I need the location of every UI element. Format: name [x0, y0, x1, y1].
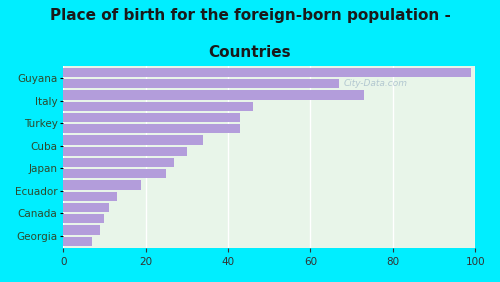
- Bar: [63, 192, 116, 201]
- Bar: [63, 158, 174, 167]
- Bar: [63, 180, 142, 190]
- Bar: [63, 147, 187, 156]
- Bar: [63, 237, 92, 246]
- Bar: [63, 203, 108, 212]
- Bar: [63, 124, 240, 133]
- Bar: [63, 102, 252, 111]
- Bar: [63, 225, 100, 235]
- Text: Place of birth for the foreign-born population -: Place of birth for the foreign-born popu…: [50, 8, 450, 23]
- Text: Countries: Countries: [208, 45, 292, 60]
- Bar: [63, 68, 471, 77]
- Bar: [63, 91, 364, 100]
- Bar: [63, 79, 339, 88]
- Bar: [63, 135, 204, 145]
- Bar: [63, 113, 240, 122]
- Bar: [63, 214, 104, 223]
- Bar: [63, 169, 166, 178]
- Text: City-Data.com: City-Data.com: [344, 78, 407, 87]
